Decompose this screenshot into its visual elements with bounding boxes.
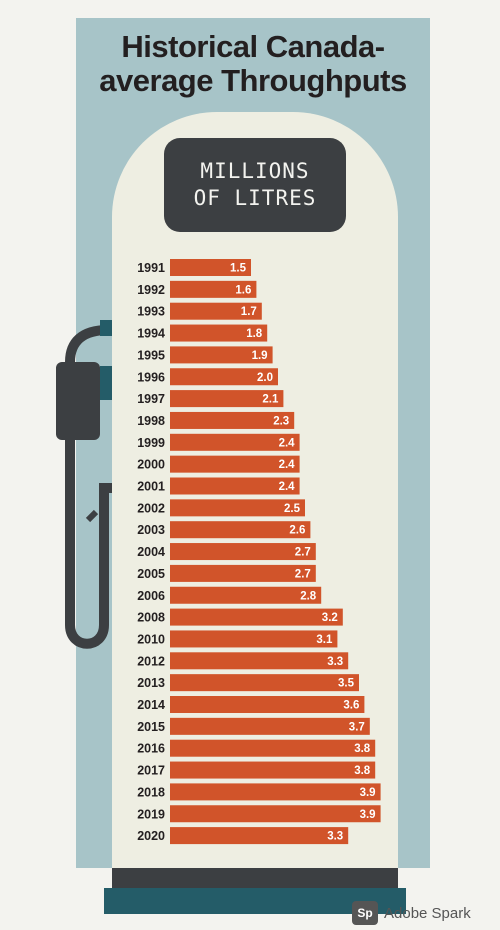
value-label: 3.3: [327, 831, 343, 843]
nozzle-hook: [85, 509, 99, 523]
value-label: 3.8: [354, 743, 371, 755]
value-label: 2.0: [257, 372, 273, 384]
year-label: 2012: [137, 654, 165, 668]
value-label: 1.8: [246, 328, 263, 340]
year-label: 2001: [137, 480, 165, 494]
year-label: 2018: [137, 785, 165, 799]
bar: [170, 324, 268, 342]
value-label: 3.1: [316, 634, 333, 646]
value-label: 1.9: [252, 350, 268, 362]
value-label: 3.7: [349, 721, 365, 733]
title-line-2: average Throughputs: [99, 63, 407, 98]
adobe-spark-watermark: Sp Adobe Spark: [352, 899, 471, 927]
bar: [170, 761, 376, 779]
bar: [170, 674, 359, 692]
year-label: 2003: [137, 523, 165, 537]
year-label: 2020: [137, 829, 165, 843]
value-label: 3.3: [327, 656, 343, 668]
year-label: 2017: [137, 764, 165, 778]
year-label: 2013: [137, 676, 165, 690]
value-label: 2.7: [295, 547, 311, 559]
nozzle-hose: [65, 440, 114, 649]
bar: [170, 805, 381, 823]
value-label: 2.1: [262, 394, 279, 406]
year-label: 2006: [137, 589, 165, 603]
value-label: 3.5: [338, 678, 355, 690]
bar: [170, 477, 300, 495]
unit-line-1: MILLIONS: [200, 159, 310, 183]
bar: [170, 499, 305, 517]
year-label: 1997: [137, 392, 165, 406]
value-label: 2.5: [284, 503, 301, 515]
year-label: 1991: [137, 261, 165, 275]
year-label: 2014: [137, 698, 165, 712]
value-label: 3.9: [360, 787, 376, 799]
year-label: 1999: [137, 436, 165, 450]
bar: [170, 259, 251, 276]
pump-base-top: [112, 868, 398, 890]
value-label: 2.7: [295, 568, 311, 580]
value-label: 3.6: [343, 700, 359, 712]
bar: [170, 652, 349, 670]
year-label: 1993: [137, 305, 165, 319]
watermark-text: Adobe Spark: [384, 904, 471, 922]
value-label: 3.8: [354, 765, 371, 777]
year-label: 1992: [137, 283, 165, 297]
year-label: 1994: [137, 327, 165, 341]
value-label: 2.8: [300, 590, 317, 602]
nozzle-clip-top: [100, 320, 112, 336]
bar: [170, 368, 278, 386]
value-label: 2.4: [279, 481, 296, 493]
bar: [170, 586, 322, 604]
value-label: 1.6: [235, 284, 251, 296]
year-label: 2015: [137, 720, 165, 734]
bar: [170, 543, 316, 561]
year-label: 2019: [137, 807, 165, 821]
bar: [170, 521, 311, 539]
nozzle-handle: [56, 362, 100, 440]
bar: [170, 280, 257, 298]
year-label: 2005: [137, 567, 165, 581]
adobe-spark-logo-icon: Sp: [352, 901, 378, 925]
bar: [170, 608, 343, 626]
bar: [170, 564, 316, 582]
year-label: 1998: [137, 414, 165, 428]
bar: [170, 411, 295, 429]
bar: [170, 739, 376, 757]
value-label: 1.7: [241, 306, 257, 318]
year-label: 2000: [137, 458, 165, 472]
title-line-1: Historical Canada-: [121, 29, 385, 64]
value-label: 2.6: [289, 525, 305, 537]
year-label: 2010: [137, 632, 165, 646]
bar: [170, 390, 284, 408]
bar: [170, 783, 381, 801]
bar: [170, 433, 300, 451]
year-label: 1995: [137, 348, 165, 362]
value-label: 2.4: [279, 437, 296, 449]
value-label: 2.4: [279, 459, 296, 471]
bar: [170, 696, 365, 713]
value-label: 3.2: [322, 612, 338, 624]
bar: [170, 717, 370, 735]
bar: [170, 455, 300, 473]
year-label: 2004: [137, 545, 165, 559]
bar: [170, 630, 338, 648]
bar: [170, 302, 262, 320]
chart-title: Historical Canada- average Throughputs: [76, 30, 430, 98]
value-label: 3.9: [360, 809, 376, 821]
value-label: 2.3: [273, 415, 289, 427]
nozzle-clip-mid: [100, 366, 112, 400]
value-label: 1.5: [230, 263, 247, 275]
year-label: 1996: [137, 370, 165, 384]
year-label: 2002: [137, 501, 165, 515]
unit-label-box: MILLIONS OF LITRES: [164, 138, 346, 232]
year-label: 2008: [137, 611, 165, 625]
bar: [170, 827, 349, 845]
unit-line-2: OF LITRES: [193, 186, 317, 210]
year-label: 2016: [137, 742, 165, 756]
bar: [170, 346, 273, 364]
